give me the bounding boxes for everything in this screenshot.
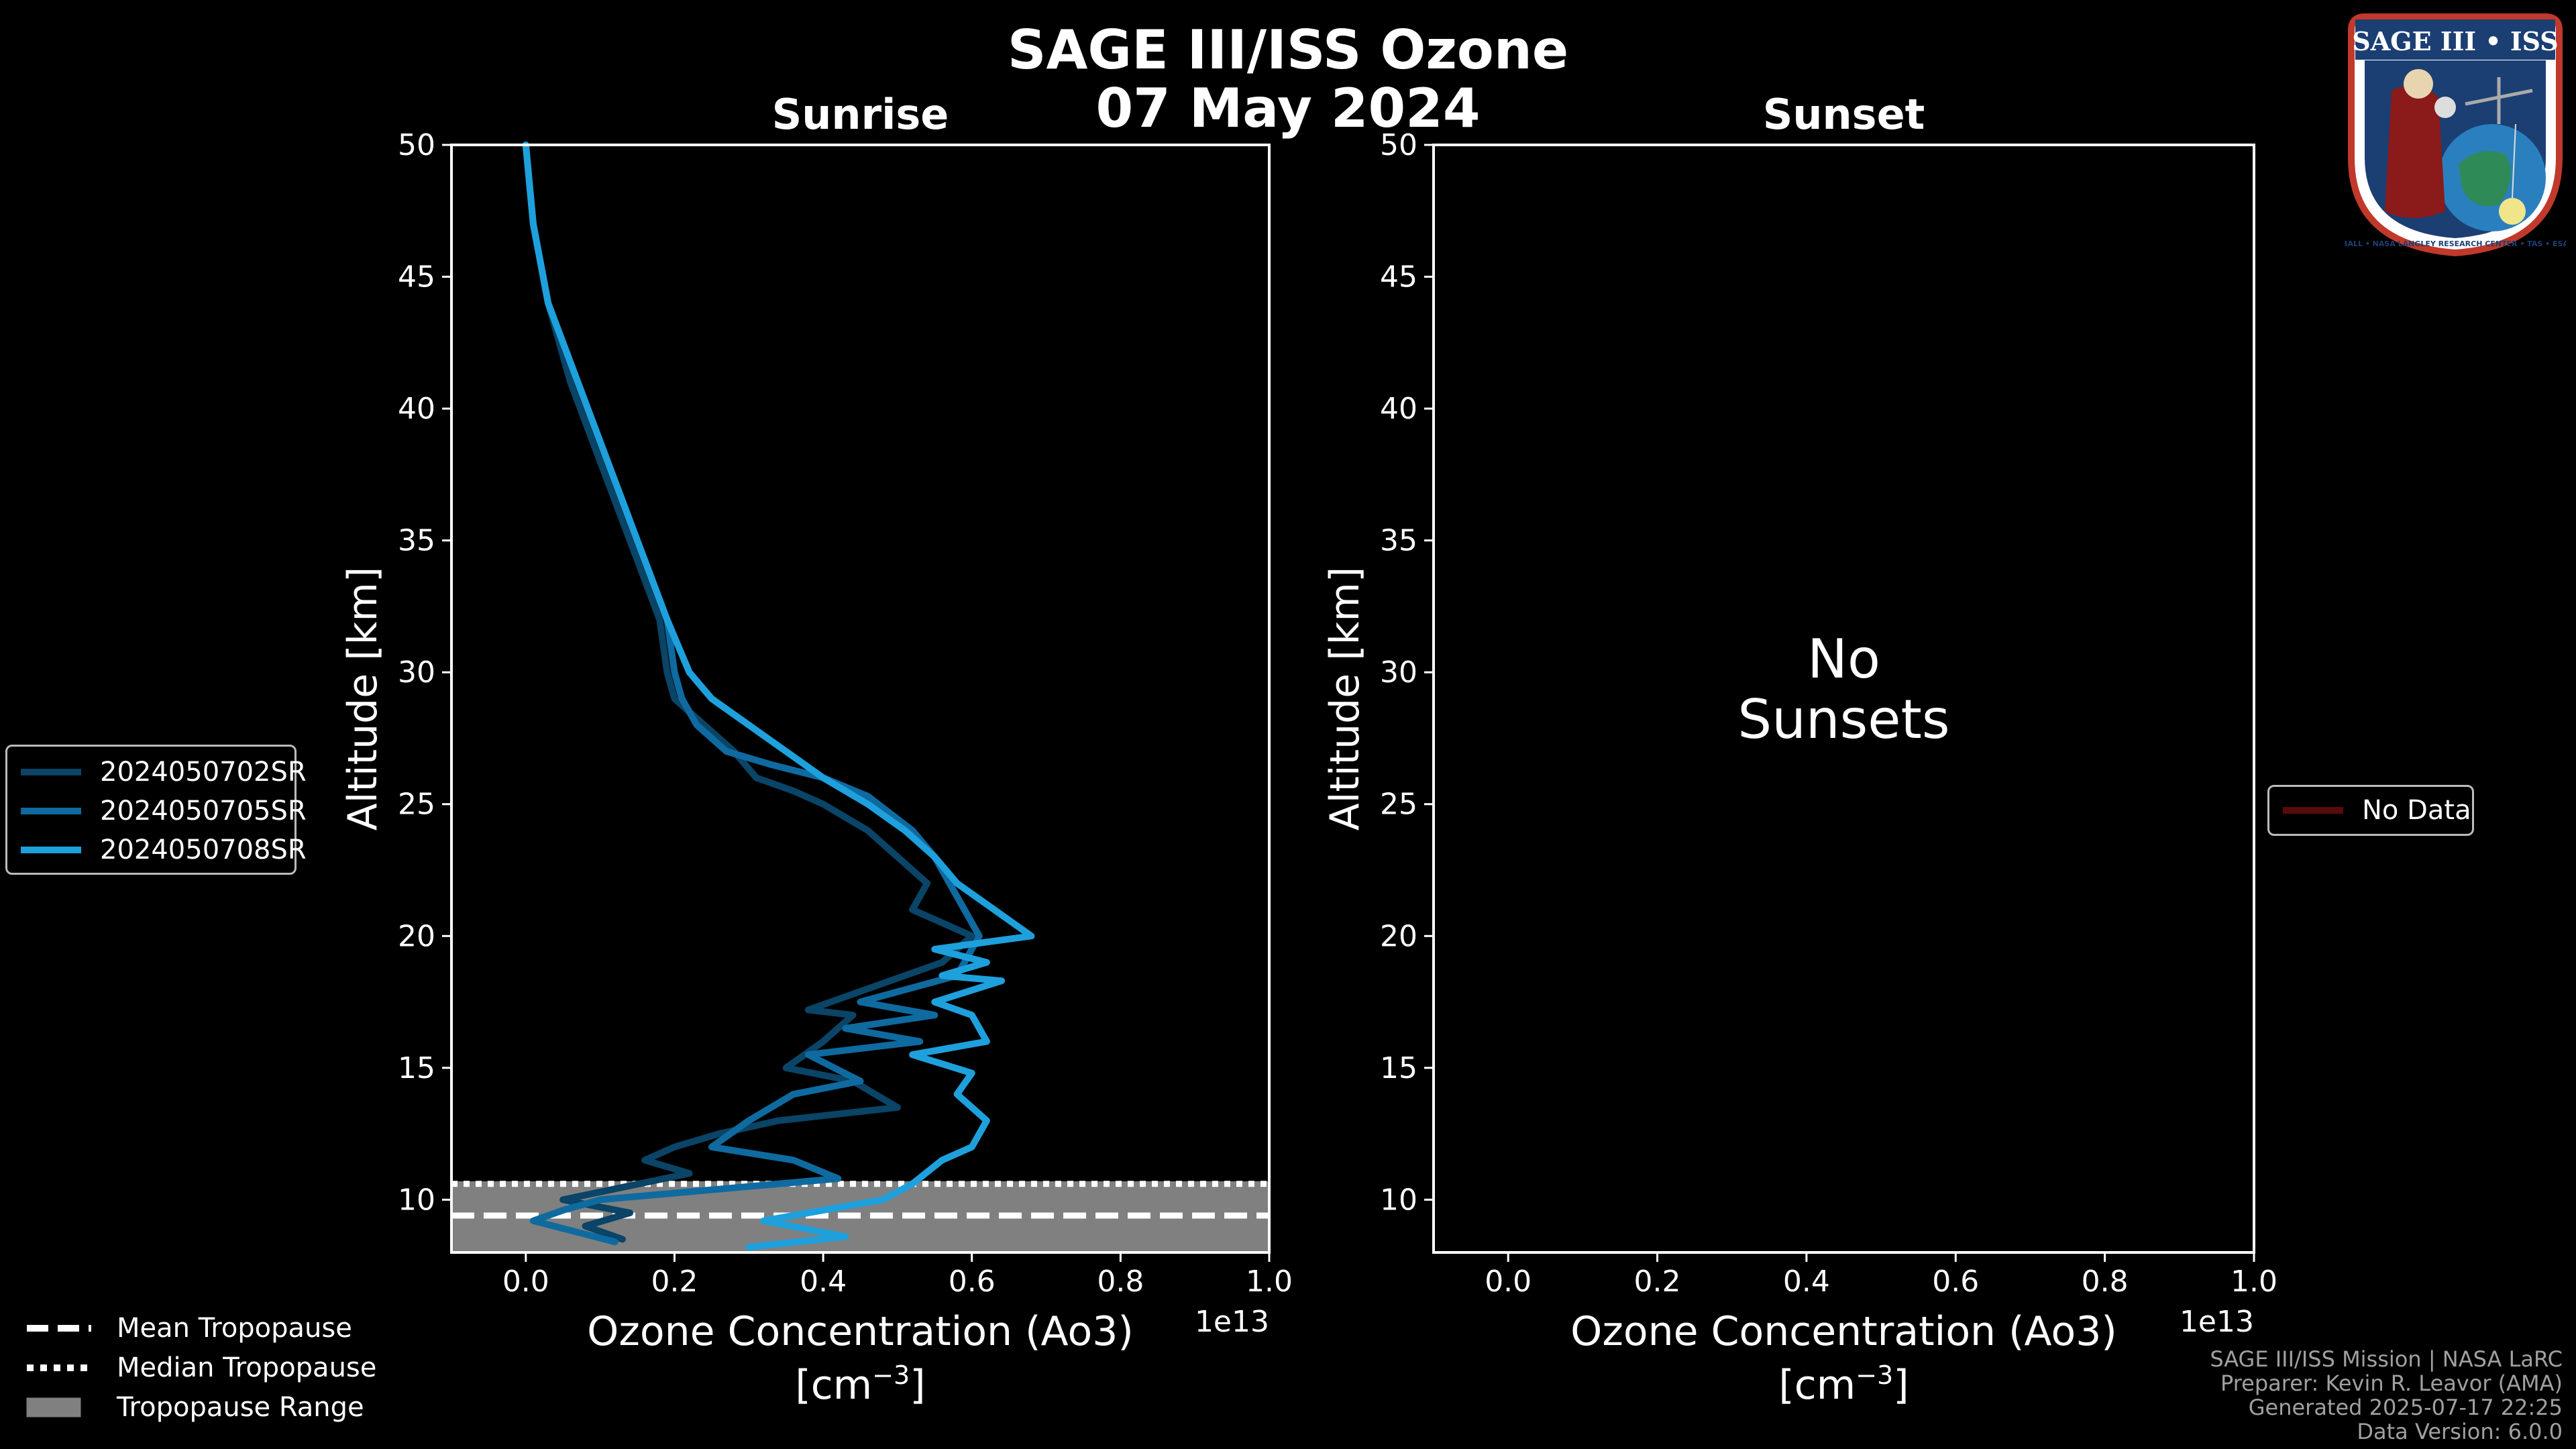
y-tick-label: 10 [1380, 1183, 1417, 1217]
legend-swatch [21, 769, 81, 775]
plot-frame [1432, 144, 2255, 1254]
footer-line: Data Version: 6.0.0 [2357, 1419, 2563, 1444]
footer-line: SAGE III/ISS Mission | NASA LaRC [2210, 1346, 2563, 1372]
legend-label: No Data [2362, 795, 2471, 826]
y-tick-label: 20 [1380, 919, 1417, 953]
legend-label: 2024050708SR [100, 835, 307, 865]
legend-label: Mean Tropopause [117, 1313, 352, 1344]
legend-item: 2024050705SR [7, 791, 307, 831]
y-tick-label: 35 [398, 524, 435, 558]
x-tick-label: 0.6 [1932, 1265, 1979, 1299]
y-tick-label: 20 [398, 919, 435, 953]
legend-swatch [21, 847, 81, 853]
badge-title: SAGE III • ISS [2352, 26, 2558, 56]
legend-label: 2024050705SR [100, 796, 307, 826]
chart-title-line1: SAGE III/ISS Ozone [1007, 19, 1569, 81]
y-tick-label: 40 [1380, 392, 1417, 426]
x-tick-label: 0.2 [651, 1265, 698, 1299]
subplot-title: Sunset [1763, 90, 1925, 139]
x-axis-label: Ozone Concentration (Ao3) [1570, 1308, 2117, 1355]
series-line-2024050702SR [522, 142, 975, 1243]
y-tick-label: 45 [1380, 260, 1417, 294]
legend-label: Median Tropopause [117, 1352, 377, 1383]
x-tick-label: 0.0 [502, 1265, 549, 1299]
series-line-2024050705SR [522, 142, 983, 1246]
x-tick-label: 1.0 [1246, 1265, 1293, 1299]
legend-swatch [21, 808, 81, 814]
y-tick-label: 50 [398, 128, 435, 162]
x-tick-label: 0.6 [949, 1265, 996, 1299]
x-axis-label: Ozone Concentration (Ao3) [587, 1308, 1134, 1355]
subplot-title: Sunrise [772, 90, 949, 139]
y-axis-label: Altitude [km] [1322, 567, 1368, 831]
y-tick-label: 30 [1380, 655, 1417, 690]
y-tick-label: 30 [398, 655, 435, 690]
x-tick-label: 0.8 [2082, 1265, 2129, 1299]
mission-patch-icon: SAGE III • ISS BALL • NASA LANGLEY RESEA… [2345, 13, 2566, 257]
legend-item: Median Tropopause [20, 1348, 376, 1388]
no-data-annotation-line1: No [1807, 628, 1880, 690]
legend-swatch [2283, 807, 2343, 814]
badge-ring-text: BALL • NASA LANGLEY RESEARCH CENTER • TA… [2345, 239, 2566, 248]
x-tick-label: 0.2 [1634, 1265, 1681, 1299]
y-tick-label: 35 [1380, 524, 1417, 558]
mean-tropopause-swatch [27, 1325, 91, 1332]
y-tick-label: 45 [398, 260, 435, 294]
x-tick-label: 0.0 [1485, 1265, 1532, 1299]
legend-item: No Data [2269, 790, 2471, 830]
footer-line: Preparer: Kevin R. Leavor (AMA) [2220, 1371, 2563, 1396]
legend-label: 2024050702SR [100, 757, 307, 788]
x-offset-label: 1e13 [2180, 1305, 2254, 1339]
x-tick-label: 0.4 [1783, 1265, 1830, 1299]
y-tick-label: 40 [398, 392, 435, 426]
legend-item: 2024050702SR [7, 752, 307, 792]
x-tick-label: 1.0 [2231, 1265, 2277, 1299]
y-tick-label: 15 [1380, 1051, 1417, 1085]
legend-label: Tropopause Range [117, 1392, 364, 1423]
x-tick-label: 0.8 [1097, 1265, 1144, 1299]
x-axis-units: [cm−3] [795, 1360, 925, 1409]
legend-item: Mean Tropopause [20, 1308, 352, 1348]
plot-frame [450, 144, 1271, 1254]
y-axis-label: Altitude [km] [339, 567, 386, 831]
x-offset-label: 1e13 [1195, 1305, 1269, 1339]
no-data-annotation-line2: Sunsets [1737, 688, 1949, 751]
chart-title-line2: 07 May 2024 [1095, 77, 1481, 140]
x-axis-units: [cm−3] [1778, 1360, 1909, 1409]
y-tick-label: 10 [398, 1183, 435, 1217]
y-tick-label: 25 [398, 788, 435, 822]
median-tropopause-swatch [27, 1364, 91, 1371]
y-tick-label: 25 [1380, 788, 1417, 822]
y-tick-label: 15 [398, 1051, 435, 1085]
sunset-legend: No Data [2267, 785, 2474, 836]
x-tick-label: 0.4 [800, 1265, 847, 1299]
profile-legend: 2024050702SR 2024050705SR 2024050708SR [5, 745, 307, 875]
legend-item: Tropopause Range [20, 1387, 364, 1428]
y-tick-label: 50 [1380, 128, 1417, 162]
tropopause-range-swatch [26, 1397, 81, 1417]
series-line-2024050708SR [522, 142, 1035, 1251]
footer-line: Generated 2025-07-17 22:25 [2248, 1395, 2563, 1420]
legend-item: 2024050708SR [7, 830, 307, 870]
tropopause-legend: Mean Tropopause Median Tropopause Tropop… [20, 1308, 396, 1429]
